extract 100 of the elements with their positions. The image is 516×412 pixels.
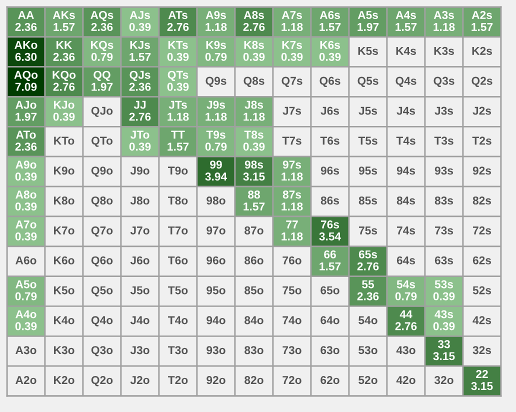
text: Q6s — [320, 76, 340, 87]
text: 74o — [282, 316, 302, 324]
data-label: 2.36 — [357, 292, 379, 300]
annotation: A8o — [16, 190, 36, 199]
annotation: A7s — [282, 11, 302, 20]
text: T3o — [168, 346, 188, 354]
text: J3o — [130, 346, 150, 354]
text: 53o — [358, 346, 378, 354]
annotation: AKo — [14, 41, 38, 49]
data-label: 1.18 — [168, 112, 189, 121]
data-label: 2.36 — [15, 22, 37, 32]
annotation: A9s — [206, 10, 226, 20]
text: 42o — [396, 376, 416, 384]
data-label: 1.18 — [206, 112, 227, 121]
text: Q9s — [206, 76, 226, 87]
text: 64s — [396, 256, 416, 264]
text: K4s — [396, 46, 416, 55]
annotation: 22 — [476, 370, 488, 378]
data-label: 1.97 — [16, 112, 37, 121]
text: K3o — [54, 346, 74, 354]
annotation: K6s — [320, 40, 340, 49]
annotation: J9s — [206, 100, 226, 109]
data-label: 1.18 — [282, 202, 303, 211]
data-label: 2.36 — [129, 82, 151, 91]
annotation: A5s — [358, 11, 378, 20]
annotation: K7s — [282, 41, 302, 49]
data-label: 3.15 — [433, 352, 455, 360]
data-label: 1.57 — [320, 23, 341, 32]
text: 93o — [206, 346, 226, 354]
text: T5s — [358, 136, 378, 145]
data-label: 7.09 — [15, 82, 37, 91]
annotation: A4s — [396, 11, 416, 20]
text: J5o — [130, 286, 150, 294]
data-label: 1.57 — [54, 23, 75, 32]
data-label: 0.79 — [205, 52, 227, 61]
text: T9o — [168, 166, 188, 175]
text: A6o — [16, 256, 36, 264]
annotation: A5o — [16, 280, 36, 288]
text: 73s — [434, 226, 454, 234]
text: J9o — [130, 166, 150, 175]
annotation: K8s — [244, 40, 264, 49]
data-label: 1.57 — [168, 142, 189, 151]
data-label: 2.76 — [129, 112, 151, 121]
text: J6s — [320, 106, 340, 115]
text: 84o — [244, 316, 264, 324]
annotation: T9s — [206, 130, 226, 139]
annotation: JTo — [130, 130, 150, 139]
data-label: 2.76 — [53, 82, 75, 91]
text: Q5s — [358, 76, 378, 87]
annotation: 55 — [362, 280, 374, 288]
text: J4o — [130, 316, 150, 324]
text: 97o — [206, 226, 226, 234]
text: J7o — [130, 226, 150, 234]
text: T4s — [396, 136, 416, 145]
text: 62s — [472, 256, 492, 264]
annotation: 97s — [282, 160, 302, 169]
text: Q2s — [472, 76, 492, 87]
text: 42s — [472, 316, 492, 324]
text: 52s — [472, 286, 492, 294]
annotation: 53s — [434, 280, 454, 288]
text: T8o — [168, 196, 188, 205]
text: Q4s — [396, 76, 416, 87]
text: Q7s — [282, 76, 302, 87]
data-label: 1.18 — [244, 112, 265, 121]
annotation: TT — [171, 130, 185, 139]
annotation: KQs — [91, 40, 114, 52]
annotation: 99 — [210, 160, 222, 169]
text: 63o — [320, 346, 340, 354]
data-label: 0.39 — [281, 52, 303, 61]
text: 84s — [396, 196, 416, 205]
data-label: 0.79 — [91, 52, 113, 61]
annotation: A4o — [16, 310, 36, 318]
data-label: 0.39 — [243, 142, 265, 151]
text: Q9o — [91, 166, 113, 177]
data-label: 3.94 — [205, 172, 228, 181]
text: A2o — [16, 376, 36, 384]
text: 32s — [472, 346, 492, 354]
data-label: 0.39 — [15, 202, 37, 211]
text: 85s — [358, 196, 378, 205]
annotation: AA — [18, 11, 34, 19]
text: 92o — [206, 376, 226, 384]
data-label: 1.57 — [130, 52, 151, 61]
text: T6o — [168, 256, 188, 264]
text: 83s — [434, 196, 454, 205]
text: 76o — [282, 256, 302, 264]
text: 82o — [244, 376, 264, 384]
text: T5o — [168, 286, 188, 294]
data-label: 0.39 — [129, 22, 151, 32]
text: 83o — [244, 346, 264, 354]
data-label: 3.15 — [243, 172, 265, 181]
text: 86o — [244, 256, 264, 264]
annotation: ATs — [168, 11, 188, 20]
text: 65o — [320, 286, 340, 294]
annotation: ATo — [16, 130, 36, 139]
text: T7s — [282, 136, 302, 145]
text: K3s — [434, 46, 454, 55]
annotation: A2s — [472, 10, 492, 20]
data-label: 0.39 — [243, 52, 265, 61]
text: J7s — [282, 106, 302, 115]
data-label: 2.76 — [167, 22, 189, 32]
